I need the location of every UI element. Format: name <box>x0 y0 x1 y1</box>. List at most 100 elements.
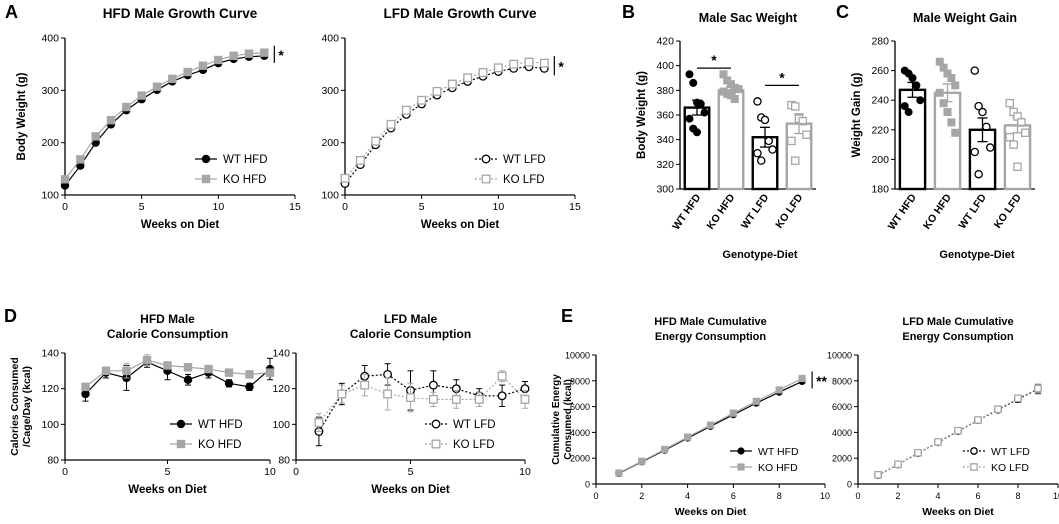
significance-marker: ** <box>816 373 827 389</box>
panel-label-c: C <box>836 2 849 22</box>
category-label: KO LFD <box>992 191 1024 230</box>
data-point <box>142 355 152 365</box>
legend-marker <box>737 447 745 455</box>
x-tick-label: 10 <box>1053 491 1059 501</box>
y-tick-label: 2000 <box>832 454 852 464</box>
data-point <box>401 105 411 115</box>
category-label: KO LFD <box>773 191 805 230</box>
x-tick-label: 10 <box>820 491 830 501</box>
data-point <box>244 49 254 58</box>
y-tick-label: 360 <box>656 110 674 122</box>
x-tick-label: 2 <box>895 491 900 501</box>
data-point <box>974 416 982 424</box>
data-point <box>787 136 796 146</box>
significance-marker: * <box>278 47 284 63</box>
x-axis-label: Genotype-Diet <box>722 249 798 261</box>
legend-marker <box>481 154 491 164</box>
data-point <box>1034 384 1042 393</box>
category-label: WT HFD <box>670 192 703 233</box>
y-tick-label: 240 <box>871 95 889 107</box>
y-tick-label: 400 <box>41 33 59 45</box>
x-tick-label: 6 <box>975 491 980 501</box>
data-point <box>943 108 952 117</box>
legend-marker <box>431 439 441 449</box>
data-point <box>360 380 370 390</box>
data-point <box>912 81 921 90</box>
data-point <box>696 99 705 108</box>
data-point <box>685 70 694 79</box>
data-point <box>730 94 739 103</box>
y-tick-label: 300 <box>41 85 59 97</box>
data-point <box>734 85 743 94</box>
data-point <box>638 457 646 465</box>
y-tick-label: 6000 <box>570 402 590 412</box>
data-point <box>947 74 956 83</box>
data-point <box>978 107 987 117</box>
legend-label: WT HFD <box>198 419 243 431</box>
significance-marker: * <box>779 69 785 85</box>
data-point <box>974 101 983 111</box>
data-point <box>798 374 806 383</box>
x-tick-label: 0 <box>855 491 860 501</box>
data-point <box>183 375 193 384</box>
legend-marker <box>481 174 491 184</box>
panel-label-d: D <box>4 306 17 326</box>
y-tick-label: 100 <box>41 419 59 431</box>
legend-label: WT LFD <box>503 154 546 166</box>
chart-a2: 100 200 300 400 0 5 10 15 LFD Male Growth Curve W… <box>321 6 581 231</box>
x-tick-label: 5 <box>419 201 425 213</box>
series-line-ko-lfd <box>344 61 545 179</box>
data-point <box>406 393 415 403</box>
x-tick-label: 6 <box>731 491 736 501</box>
x-axis-label: Weeks on Diet <box>141 219 220 231</box>
data-point <box>474 394 484 404</box>
data-point <box>101 366 111 376</box>
significance-marker: * <box>558 59 564 75</box>
y-axis-label: Body Weight (g) <box>636 71 648 159</box>
y-tick-label: 4000 <box>570 428 590 438</box>
x-tick-label: 5 <box>165 466 171 478</box>
chart-b: 300 320 340 360 380 400 420 WT HFD KO HFD WT LFD K… <box>636 11 816 261</box>
y-tick-label: 80 <box>278 455 290 467</box>
data-point <box>974 169 983 179</box>
legend-marker <box>176 439 186 449</box>
data-point <box>245 382 254 392</box>
legend-marker <box>431 419 441 429</box>
data-point <box>509 59 519 69</box>
data-point <box>60 175 70 184</box>
chart-title: Male Sac Weight <box>699 11 798 25</box>
chart-e2: 0 2000 4000 6000 8000 10000 0 2 4 6 8 10 LFD Male Cu… <box>827 316 1059 518</box>
chart-title: HFD Male Growth Curve <box>103 6 258 21</box>
data-point <box>229 51 238 60</box>
x-tick-label: 0 <box>342 201 348 213</box>
y-axis-label-line: Consumed (kcal) <box>563 379 574 460</box>
data-point <box>768 145 777 154</box>
data-point <box>790 102 800 111</box>
x-tick-label: 15 <box>289 201 301 213</box>
y-tick-label: 8000 <box>832 376 852 386</box>
x-tick-label: 0 <box>293 466 299 478</box>
y-tick-label: 100 <box>41 190 59 202</box>
y-tick-label: 4000 <box>832 428 852 438</box>
data-point <box>122 366 131 376</box>
data-point <box>1014 394 1022 403</box>
data-point <box>520 394 530 404</box>
bar <box>717 89 745 191</box>
x-tick-label: 8 <box>777 491 782 501</box>
data-point <box>693 128 702 137</box>
y-tick-label: 420 <box>656 36 674 48</box>
y-tick-label: 140 <box>272 348 290 360</box>
data-point <box>753 97 762 106</box>
x-tick-label: 10 <box>519 466 531 478</box>
y-tick-label: 180 <box>871 184 889 196</box>
legend-label: KO LFD <box>453 439 495 451</box>
data-point <box>371 136 381 146</box>
chart-a1: 100 200 300 400 0 5 10 15 HFD Male Growth Curve W… <box>16 6 301 231</box>
data-point <box>204 364 213 374</box>
data-point <box>951 81 960 90</box>
legend-label: KO HFD <box>758 462 798 474</box>
data-point <box>904 108 913 117</box>
data-point <box>934 438 942 446</box>
